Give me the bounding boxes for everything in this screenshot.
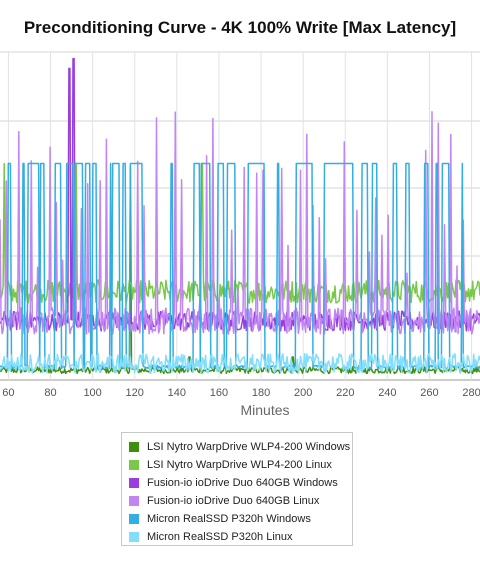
x-tick-label: 120 — [126, 387, 144, 399]
legend-label: Fusion-io ioDrive Duo 640GB Windows — [147, 477, 338, 489]
x-tick-label: 200 — [294, 387, 312, 399]
series-line-5 — [0, 353, 480, 375]
series-line-0 — [0, 166, 480, 375]
legend-swatch — [129, 442, 139, 452]
legend-item: Fusion-io ioDrive Duo 640GB Windows — [129, 474, 352, 492]
x-tick-label: 220 — [336, 387, 354, 399]
legend-swatch — [129, 478, 139, 488]
legend-swatch — [129, 514, 139, 524]
x-tick-label: 60 — [2, 387, 14, 399]
legend-label: Micron RealSSD P320h Linux — [147, 531, 293, 543]
legend-swatch — [129, 460, 139, 470]
series-line-4 — [0, 162, 480, 370]
legend-item: LSI Nytro WarpDrive WLP4-200 Linux — [129, 456, 352, 474]
legend-swatch — [129, 532, 139, 542]
legend-swatch — [129, 496, 139, 506]
x-tick-label: 240 — [378, 387, 396, 399]
x-tick-label: 140 — [168, 387, 186, 399]
series-line-3 — [0, 110, 480, 335]
legend-label: Fusion-io ioDrive Duo 640GB Linux — [147, 495, 320, 507]
legend-item: Micron RealSSD P320h Windows — [129, 510, 352, 528]
legend-item: Micron RealSSD P320h Linux — [129, 528, 352, 546]
x-tick-label: 80 — [44, 387, 56, 399]
chart-title: Preconditioning Curve - 4K 100% Write [M… — [23, 18, 457, 37]
series-lines — [0, 57, 480, 375]
legend-label: LSI Nytro WarpDrive WLP4-200 Linux — [147, 459, 332, 471]
legend-item: LSI Nytro WarpDrive WLP4-200 Windows — [129, 438, 352, 456]
legend-label: Micron RealSSD P320h Windows — [147, 513, 311, 525]
legend: LSI Nytro WarpDrive WLP4-200 Windows LSI … — [121, 432, 353, 546]
x-axis-title: Minutes — [240, 402, 290, 418]
x-tick-label: 160 — [210, 387, 228, 399]
x-tick-label: 180 — [252, 387, 270, 399]
x-axis: 60 80 100 120 140 160 180 200 220 240 260 280 — [2, 387, 480, 399]
x-tick-label: 280 — [462, 387, 480, 399]
legend-label: LSI Nytro WarpDrive WLP4-200 Windows — [147, 441, 351, 453]
x-tick-label: 100 — [83, 387, 101, 399]
x-tick-label: 260 — [420, 387, 438, 399]
legend-item: Fusion-io ioDrive Duo 640GB Linux — [129, 492, 352, 510]
